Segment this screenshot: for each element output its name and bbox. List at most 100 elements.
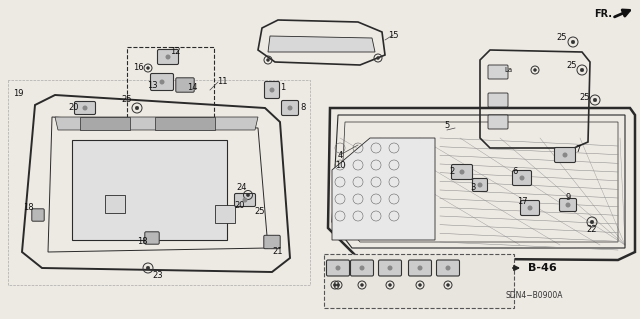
FancyBboxPatch shape: [264, 81, 280, 99]
Text: 14: 14: [187, 84, 197, 93]
Text: 18: 18: [22, 204, 33, 212]
Circle shape: [335, 265, 340, 271]
Text: 7: 7: [575, 145, 580, 154]
Text: 25: 25: [122, 95, 132, 105]
Polygon shape: [268, 36, 375, 52]
Text: 25: 25: [255, 207, 265, 217]
Text: 4: 4: [337, 151, 342, 160]
Circle shape: [590, 220, 594, 224]
Text: 2: 2: [449, 167, 454, 176]
FancyBboxPatch shape: [145, 232, 159, 244]
Text: 9: 9: [565, 194, 571, 203]
Text: SDN4−B0900A: SDN4−B0900A: [505, 292, 563, 300]
FancyBboxPatch shape: [150, 73, 173, 91]
Text: 19: 19: [13, 88, 23, 98]
Text: 5: 5: [444, 121, 450, 130]
Circle shape: [527, 205, 532, 211]
Circle shape: [460, 169, 465, 174]
Circle shape: [388, 284, 392, 286]
Circle shape: [572, 40, 575, 44]
Text: 24: 24: [237, 183, 247, 192]
Text: 22: 22: [587, 226, 597, 234]
Text: 10: 10: [335, 160, 345, 169]
FancyBboxPatch shape: [554, 147, 575, 162]
FancyBboxPatch shape: [176, 78, 194, 92]
Text: 6: 6: [512, 167, 518, 176]
FancyBboxPatch shape: [351, 260, 374, 276]
FancyBboxPatch shape: [326, 260, 349, 276]
Text: 25: 25: [580, 93, 590, 101]
Text: 16: 16: [132, 63, 143, 72]
Circle shape: [445, 265, 451, 271]
Text: 21: 21: [273, 248, 284, 256]
Circle shape: [135, 106, 139, 110]
Text: 23: 23: [153, 271, 163, 279]
Text: 20: 20: [68, 103, 79, 113]
Circle shape: [83, 106, 88, 110]
Circle shape: [246, 193, 250, 197]
Circle shape: [147, 266, 150, 270]
Text: 15: 15: [388, 31, 398, 40]
Text: 17: 17: [516, 197, 527, 206]
FancyBboxPatch shape: [408, 260, 431, 276]
FancyBboxPatch shape: [488, 115, 508, 129]
FancyBboxPatch shape: [32, 209, 44, 221]
Circle shape: [419, 284, 421, 286]
FancyBboxPatch shape: [74, 101, 95, 115]
Circle shape: [360, 284, 364, 286]
Circle shape: [147, 67, 149, 70]
Text: FR.: FR.: [594, 9, 612, 19]
Text: 11: 11: [217, 78, 227, 86]
Circle shape: [337, 284, 339, 286]
FancyBboxPatch shape: [282, 100, 298, 115]
Text: 20: 20: [235, 201, 245, 210]
Circle shape: [243, 197, 248, 203]
FancyBboxPatch shape: [324, 254, 514, 308]
FancyBboxPatch shape: [559, 198, 577, 211]
Circle shape: [447, 284, 449, 286]
Text: 1: 1: [280, 84, 285, 93]
FancyBboxPatch shape: [520, 201, 540, 216]
Circle shape: [267, 59, 269, 61]
Circle shape: [333, 284, 337, 286]
Circle shape: [387, 265, 392, 271]
Circle shape: [566, 203, 570, 207]
Text: 25: 25: [567, 61, 577, 70]
Bar: [215, 205, 235, 223]
Polygon shape: [80, 117, 130, 130]
Circle shape: [534, 69, 536, 71]
Circle shape: [287, 106, 292, 110]
Circle shape: [417, 265, 422, 271]
Text: 12: 12: [170, 48, 180, 56]
Text: 13: 13: [147, 80, 157, 90]
FancyBboxPatch shape: [378, 260, 401, 276]
Circle shape: [159, 79, 164, 85]
Bar: [72, 140, 227, 240]
Circle shape: [593, 98, 596, 102]
FancyBboxPatch shape: [513, 170, 531, 186]
Text: 3: 3: [470, 183, 476, 192]
Circle shape: [580, 68, 584, 72]
Polygon shape: [332, 138, 435, 240]
FancyBboxPatch shape: [264, 235, 280, 249]
Text: 25: 25: [557, 33, 567, 42]
Polygon shape: [55, 117, 258, 130]
FancyBboxPatch shape: [157, 49, 179, 64]
Text: B-46: B-46: [528, 263, 557, 273]
Circle shape: [477, 182, 483, 188]
Text: 8: 8: [300, 103, 306, 113]
Text: 18: 18: [137, 238, 147, 247]
Circle shape: [166, 55, 170, 60]
Circle shape: [269, 87, 275, 93]
Circle shape: [563, 152, 568, 158]
Polygon shape: [155, 117, 215, 130]
FancyBboxPatch shape: [472, 179, 488, 191]
FancyBboxPatch shape: [234, 194, 255, 206]
FancyBboxPatch shape: [436, 260, 460, 276]
Circle shape: [376, 56, 380, 59]
Bar: [105, 195, 125, 213]
FancyBboxPatch shape: [488, 93, 508, 107]
Circle shape: [360, 265, 365, 271]
FancyBboxPatch shape: [488, 65, 508, 79]
Text: La: La: [504, 67, 512, 73]
